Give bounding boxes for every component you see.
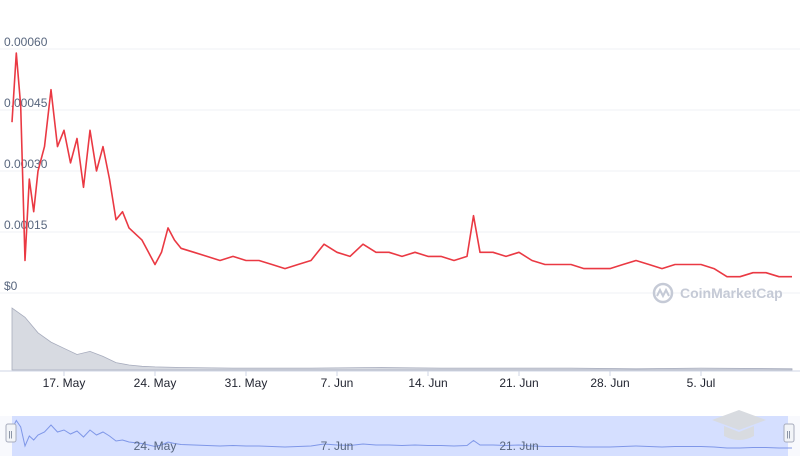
volume-area [11, 307, 793, 371]
navigator-labels: 24. May 7. Jun 21. Jun [134, 439, 539, 453]
navigator-tick-label: 21. Jun [499, 439, 538, 453]
navigator-handle-right[interactable]: || [783, 423, 795, 443]
grid-lines [0, 48, 800, 372]
x-tick-label: 31. May [225, 376, 268, 390]
volume-area-path [11, 307, 793, 371]
navigator-tick-label: 24. May [134, 439, 177, 453]
coinmarketcap-logo-icon [652, 282, 674, 304]
price-line-group [11, 52, 792, 278]
corner-logo [712, 410, 766, 440]
x-tick-label: 14. Jun [408, 376, 447, 390]
range-navigator[interactable]: 24. May 7. Jun 21. Jun || || [0, 416, 800, 456]
x-tick-label: 24. May [134, 376, 177, 390]
coinmarketcap-watermark: CoinMarketCap [652, 282, 783, 304]
watermark-text: CoinMarketCap [680, 285, 783, 301]
x-tick-label: 17. May [43, 376, 86, 390]
x-tick-label: 28. Jun [590, 376, 629, 390]
navigator-line [11, 419, 792, 449]
y-tick-label: 0.00060 [4, 35, 48, 49]
y-axis-labels: $0 0.00015 0.00030 0.00045 0.00060 [4, 35, 48, 293]
price-line [11, 52, 792, 278]
y-tick-label: 0.00045 [4, 96, 48, 110]
navigator-tick-label: 7. Jun [321, 439, 354, 453]
cap-base [724, 426, 754, 440]
coinmarketcap-logo-wave [656, 287, 670, 299]
x-tick-label: 21. Jun [499, 376, 538, 390]
handle-left-glyph: || [9, 430, 13, 439]
x-axis-labels: 17. May 24. May 31. May 7. Jun 14. Jun 21. Ju… [43, 371, 716, 390]
y-tick-label: 0.00015 [4, 218, 48, 232]
navigator-selection[interactable] [12, 416, 788, 456]
graduation-cap-icon [712, 410, 766, 430]
y-tick-label: $0 [4, 279, 18, 293]
x-tick-label: 5. Jul [687, 376, 716, 390]
navigator-handle-left[interactable]: || [5, 423, 17, 443]
navigator-series [11, 419, 792, 449]
y-tick-label: 0.00030 [4, 157, 48, 171]
x-tick-label: 7. Jun [321, 376, 354, 390]
handle-right-glyph: || [787, 430, 791, 439]
